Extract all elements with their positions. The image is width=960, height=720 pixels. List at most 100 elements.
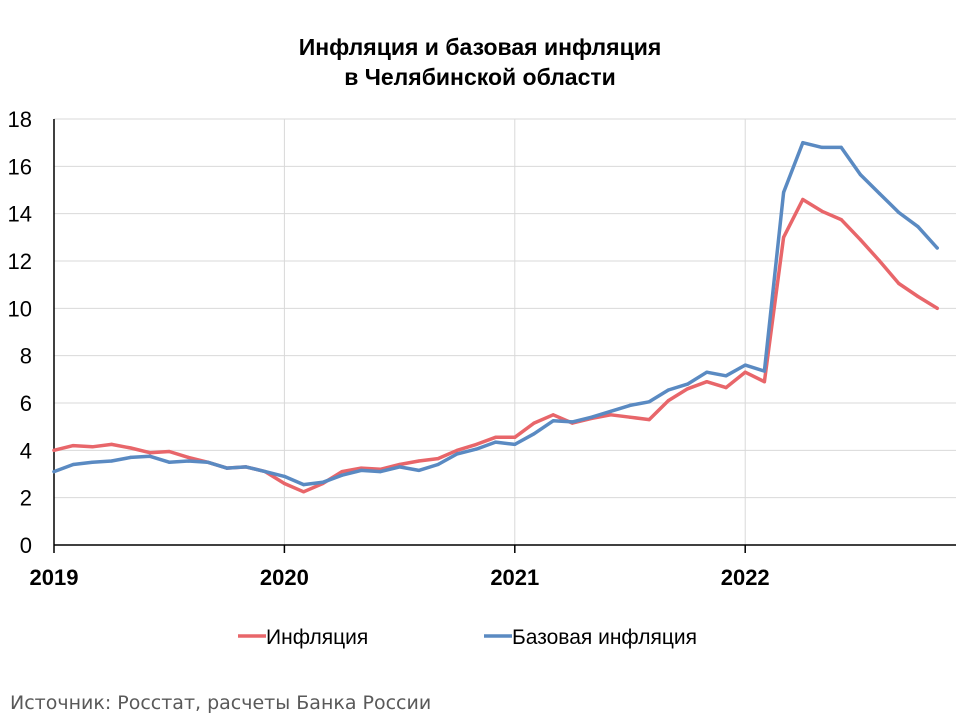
series-2-point xyxy=(71,462,75,467)
y-tick-label: 10 xyxy=(8,296,32,321)
series-1-point xyxy=(52,448,56,452)
series-2-point xyxy=(666,388,671,392)
y-tick-label: 0 xyxy=(20,533,32,558)
series-1-point xyxy=(167,449,171,454)
series-2-point xyxy=(551,419,555,423)
series-2-point xyxy=(705,370,709,374)
series-2-point xyxy=(897,210,901,215)
series-2-point xyxy=(244,465,248,469)
series-1-point xyxy=(666,399,671,403)
series-1-point xyxy=(935,306,939,310)
series-1-point xyxy=(148,451,152,455)
y-tick-label: 14 xyxy=(8,202,32,227)
series-1-point xyxy=(551,413,555,417)
series-1-point xyxy=(186,455,190,459)
series-1-point xyxy=(801,197,805,202)
series-1-point xyxy=(129,446,133,450)
series-2-point xyxy=(417,468,421,472)
series-2-point xyxy=(52,470,56,474)
series-2-point xyxy=(474,447,478,451)
series-2-point xyxy=(858,173,863,177)
chart-legend: Инфляция Базовая инфляция xyxy=(238,626,697,649)
series-1-point xyxy=(282,481,286,486)
legend-label: Инфляция xyxy=(266,626,368,649)
y-tick-label: 18 xyxy=(8,107,32,132)
series-1-point xyxy=(110,442,114,446)
chart-title-line: Инфляция и базовая инфляция xyxy=(299,34,662,60)
series-2-point xyxy=(686,382,690,386)
series-2-point xyxy=(186,459,190,463)
series-line-2 xyxy=(52,140,939,487)
series-2-point xyxy=(762,369,767,373)
series-2-point xyxy=(820,145,824,149)
series-2-point xyxy=(782,190,786,194)
series-2-point xyxy=(282,474,286,478)
series-1-point xyxy=(647,418,651,422)
series-2-point xyxy=(398,465,402,469)
series-2-point xyxy=(839,145,843,149)
series-1-point xyxy=(897,281,901,286)
chart-series xyxy=(52,140,939,494)
y-tick-label: 12 xyxy=(8,249,32,274)
y-tick-label: 16 xyxy=(8,154,32,179)
series-2-point xyxy=(455,452,459,456)
series-2-point xyxy=(590,415,594,419)
series-1-point xyxy=(858,238,863,242)
source-note: Источник: Росстат, расчеты Банка России xyxy=(10,692,432,714)
series-1-point xyxy=(916,294,920,299)
series-1-point xyxy=(532,421,536,425)
series-2-point xyxy=(494,440,498,444)
series-1-point xyxy=(436,457,440,461)
series-2-point xyxy=(110,459,114,463)
series-1-point xyxy=(878,259,882,263)
chart-title: Инфляция и базовая инфляция в Челябинской… xyxy=(299,34,662,90)
y-tick-label: 8 xyxy=(20,344,32,369)
series-2-point xyxy=(436,462,440,467)
series-2-point xyxy=(90,460,94,464)
chart-title-line: в Челябинской области xyxy=(344,64,616,90)
series-1-point xyxy=(724,386,728,390)
y-tick-label: 4 xyxy=(20,438,32,463)
series-1-point xyxy=(417,459,421,463)
series-1-point xyxy=(762,380,767,384)
series-1-point xyxy=(513,435,517,439)
y-tick-label: 6 xyxy=(20,391,32,416)
x-tick-label: 2020 xyxy=(260,565,309,590)
series-1-point xyxy=(820,209,824,213)
x-tick-label: 2022 xyxy=(721,565,770,590)
series-1-point xyxy=(839,218,843,222)
series-2-point xyxy=(340,473,344,477)
series-2-point xyxy=(513,442,517,446)
x-axis-tick-labels: 2019 2020 2021 2022 xyxy=(30,565,770,590)
series-2-point xyxy=(148,454,152,458)
series-1-point xyxy=(609,413,613,417)
series-1-point xyxy=(71,444,75,448)
y-tick-label: 2 xyxy=(20,486,32,511)
series-2-point xyxy=(129,455,133,459)
series-1-point xyxy=(302,490,306,494)
series-2-point xyxy=(801,141,805,145)
series-2-point xyxy=(302,483,306,487)
series-1-point xyxy=(455,448,459,452)
x-tick-label: 2019 xyxy=(30,565,79,590)
y-axis-tick-labels: 0 2 4 6 8 10 12 14 16 18 xyxy=(8,107,32,558)
series-1-point xyxy=(340,470,344,474)
x-tick-label: 2021 xyxy=(490,565,539,590)
series-2-point xyxy=(532,432,536,436)
series-2-point xyxy=(743,363,747,367)
series-2-point xyxy=(724,374,728,378)
series-2-point xyxy=(225,466,229,470)
series-1-point xyxy=(494,435,498,439)
series-2-point xyxy=(916,225,920,229)
series-1-point xyxy=(782,235,786,239)
series-1-point xyxy=(474,442,478,446)
series-1-point xyxy=(705,380,709,384)
series-1-point xyxy=(628,415,632,419)
chart-gridlines xyxy=(53,118,956,553)
series-1-point xyxy=(743,370,747,374)
series-1-point xyxy=(90,445,94,449)
series-2-point xyxy=(167,460,171,464)
series-2-point xyxy=(263,470,267,474)
series-2-point xyxy=(378,470,382,474)
series-2-point xyxy=(647,400,651,404)
